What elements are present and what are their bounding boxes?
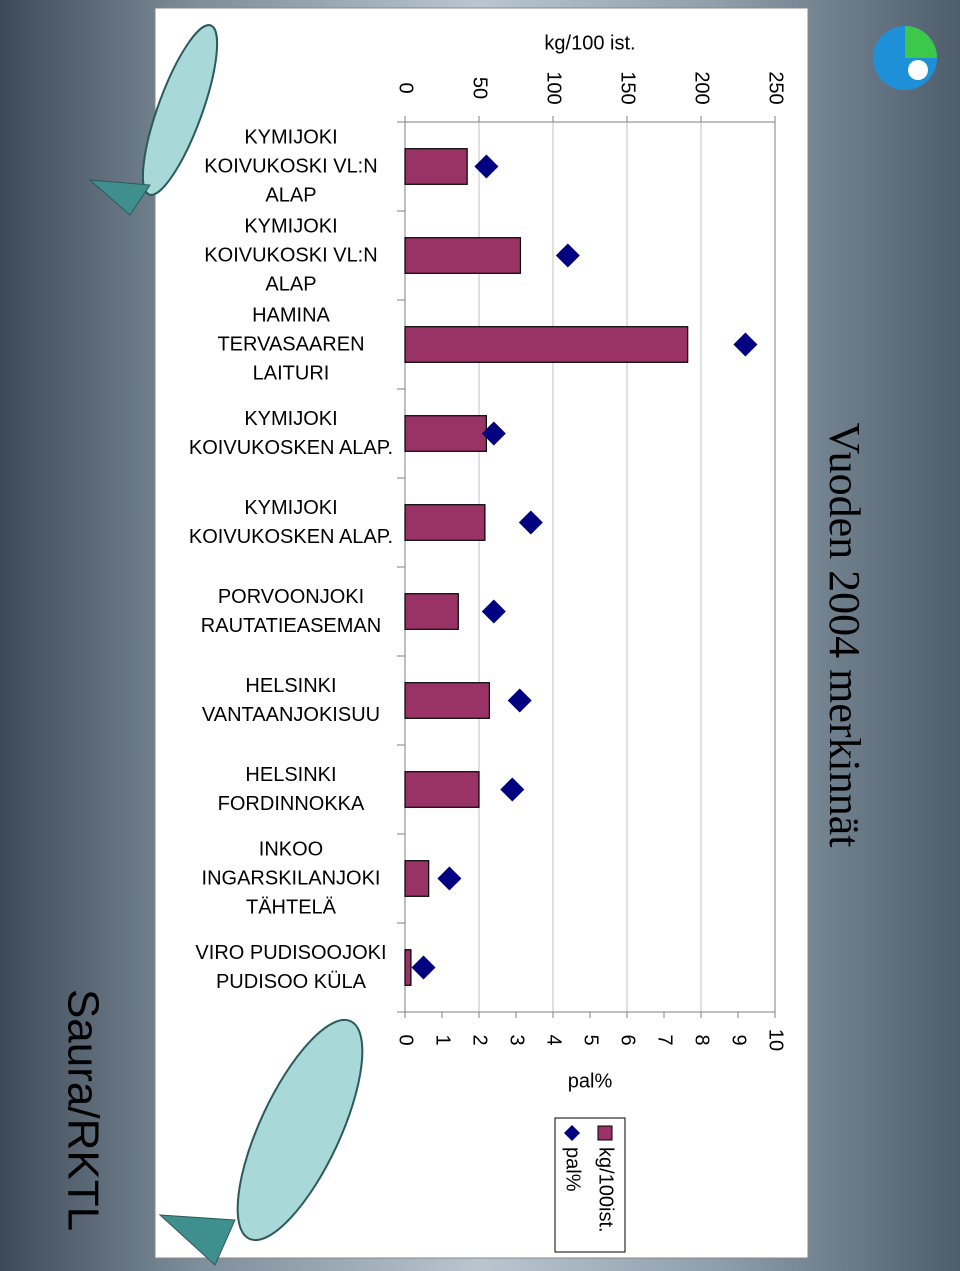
y2-tick-label: 2: [469, 1034, 491, 1045]
marker: [507, 688, 532, 713]
y2-tick-label: 7: [654, 1034, 676, 1045]
marker: [481, 421, 506, 446]
y-axis-title: kg/100 ist.: [544, 32, 635, 54]
legend-swatch: [597, 1125, 613, 1141]
legend: [554, 1117, 626, 1253]
fish-bottom: [158, 1018, 364, 1266]
category-label: KYMIJOKI KOIVUKOSKI VL:N ALAP: [204, 126, 378, 206]
category-label: KYMIJOKI KOIVUKOSKEN ALAP.: [188, 407, 394, 459]
fish-top: [88, 24, 219, 216]
bar: [404, 237, 522, 274]
y-tick-label: 100: [543, 71, 565, 104]
y2-tick-label: 9: [728, 1034, 750, 1045]
category-label: HAMINA TERVASAAREN LAITURI: [217, 304, 365, 384]
y-tick-label: 200: [691, 71, 713, 104]
bar: [404, 504, 486, 541]
y2-tick-label: 8: [691, 1034, 713, 1045]
y2-tick-label: 5: [580, 1034, 602, 1045]
marker: [474, 154, 499, 179]
bar: [404, 326, 689, 363]
bar: [404, 949, 412, 986]
marker: [555, 243, 580, 268]
y-tick-label: 250: [765, 71, 787, 104]
category-label: KYMIJOKI KOIVUKOSKI VL:N ALAP: [204, 215, 378, 295]
bar: [404, 771, 480, 808]
marker: [411, 955, 436, 980]
y2-tick-label: 4: [543, 1034, 565, 1045]
bar: [404, 682, 490, 719]
y2-tick-label: 3: [506, 1034, 528, 1045]
bar: [404, 148, 468, 185]
marker: [481, 599, 506, 624]
bar: [404, 593, 459, 630]
marker: [500, 777, 525, 802]
legend-marker: [564, 1125, 580, 1141]
chart-panel: [154, 7, 809, 1259]
category-label: HELSINKI VANTAANJOKISUU: [201, 674, 381, 726]
marker: [437, 866, 462, 891]
credit: Saura/RKTL: [58, 989, 107, 1231]
y-tick-label: 150: [617, 71, 639, 104]
category-label: VIRO PUDISOOJOKI PUDISOO KÜLA: [195, 941, 387, 993]
category-label: PORVOONJOKI RAUTATIEASEMAN: [200, 585, 382, 637]
chart-title: Vuoden 2004 merkinnät: [820, 422, 869, 847]
category-label: INKOO INGARSKILANJOKI TÄHTELÄ: [201, 838, 381, 918]
y2-axis-title: pal%: [568, 1070, 613, 1092]
legend-label: pal%: [562, 1147, 584, 1192]
legend-label: kg/100ist.: [595, 1147, 617, 1233]
marker: [518, 510, 543, 535]
y2-tick-label: 10: [765, 1029, 787, 1051]
y2-tick-label: 0: [395, 1034, 417, 1045]
bar: [404, 860, 430, 897]
bar: [404, 415, 488, 452]
logo: [873, 26, 937, 90]
y-tick-label: 0: [395, 82, 417, 93]
marker: [733, 332, 758, 357]
y2-tick-label: 6: [617, 1034, 639, 1045]
y-tick-label: 50: [469, 77, 491, 99]
category-label: HELSINKI FORDINNOKKA: [217, 763, 365, 815]
y2-tick-label: 1: [432, 1034, 454, 1045]
category-label: KYMIJOKI KOIVUKOSKEN ALAP.: [188, 496, 394, 548]
